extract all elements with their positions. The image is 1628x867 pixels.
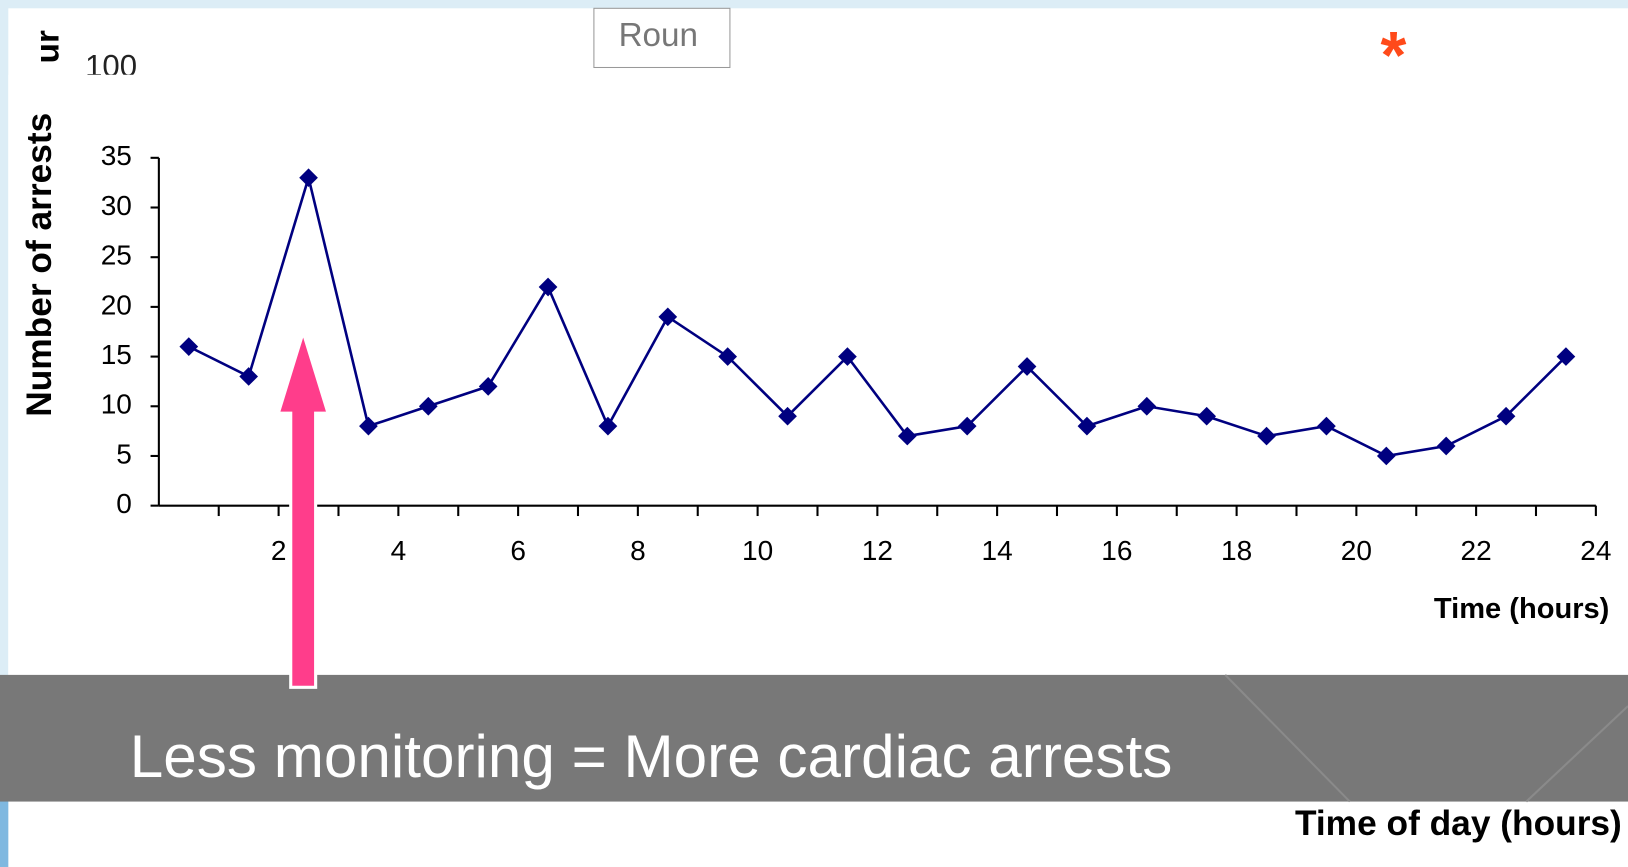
- arrow: [276, 326, 331, 689]
- x-tick-label: 10: [742, 535, 773, 566]
- point: [1556, 347, 1576, 366]
- band-decoration: [1224, 674, 1628, 803]
- x-axis-label: Time (hours): [1434, 593, 1609, 625]
- caption: Less monitoring = More cardiac arrests: [130, 722, 1173, 790]
- point: [897, 426, 917, 446]
- point: [778, 406, 797, 426]
- x-tick-label: 8: [630, 535, 646, 566]
- x-tick-label: 22: [1461, 535, 1492, 566]
- point: [359, 416, 378, 436]
- background-text: Roun: [619, 17, 698, 54]
- point: [1197, 406, 1217, 426]
- y-tick-label: 35: [101, 140, 132, 171]
- point: [1317, 416, 1336, 436]
- x-tick-label: 18: [1221, 535, 1252, 566]
- point: [1017, 357, 1037, 376]
- y-tick-label: 10: [101, 389, 132, 420]
- point: [1496, 406, 1516, 426]
- y-tick-label: 25: [101, 240, 132, 271]
- point: [1077, 416, 1097, 436]
- y-tick-label: 5: [116, 438, 132, 469]
- x-tick-label: 20: [1341, 535, 1372, 566]
- x-tick-label: 6: [510, 535, 526, 566]
- point: [658, 307, 678, 327]
- x-tick-label: 14: [982, 535, 1013, 566]
- point: [957, 416, 977, 436]
- x-tick-label: 24: [1580, 535, 1611, 566]
- background-text: ur: [30, 30, 67, 63]
- y-tick-label: 30: [101, 190, 132, 221]
- point: [838, 347, 857, 366]
- x-tick-label: 2: [271, 535, 287, 566]
- point: [598, 416, 618, 436]
- y-tick-label: 15: [101, 339, 132, 370]
- point: [718, 347, 738, 366]
- y-tick-label: 0: [116, 488, 132, 519]
- x-tick-label: 4: [391, 535, 407, 566]
- x-tick-label: 16: [1101, 535, 1132, 566]
- x-tick-label: 12: [862, 535, 893, 566]
- point: [538, 277, 558, 297]
- point: [1257, 426, 1276, 446]
- left-accent: [0, 799, 9, 867]
- background-box: [593, 7, 731, 69]
- chart-area: [8, 74, 1628, 675]
- series-line: [188, 172, 1567, 458]
- y-axis-label: Number of arrests: [20, 113, 59, 417]
- x-axis-label-2: Time of day (hours): [1295, 804, 1622, 843]
- y-tick-label: 20: [101, 289, 132, 320]
- caption-band: [0, 674, 1628, 802]
